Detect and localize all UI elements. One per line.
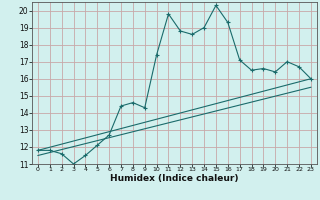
X-axis label: Humidex (Indice chaleur): Humidex (Indice chaleur) (110, 174, 239, 183)
